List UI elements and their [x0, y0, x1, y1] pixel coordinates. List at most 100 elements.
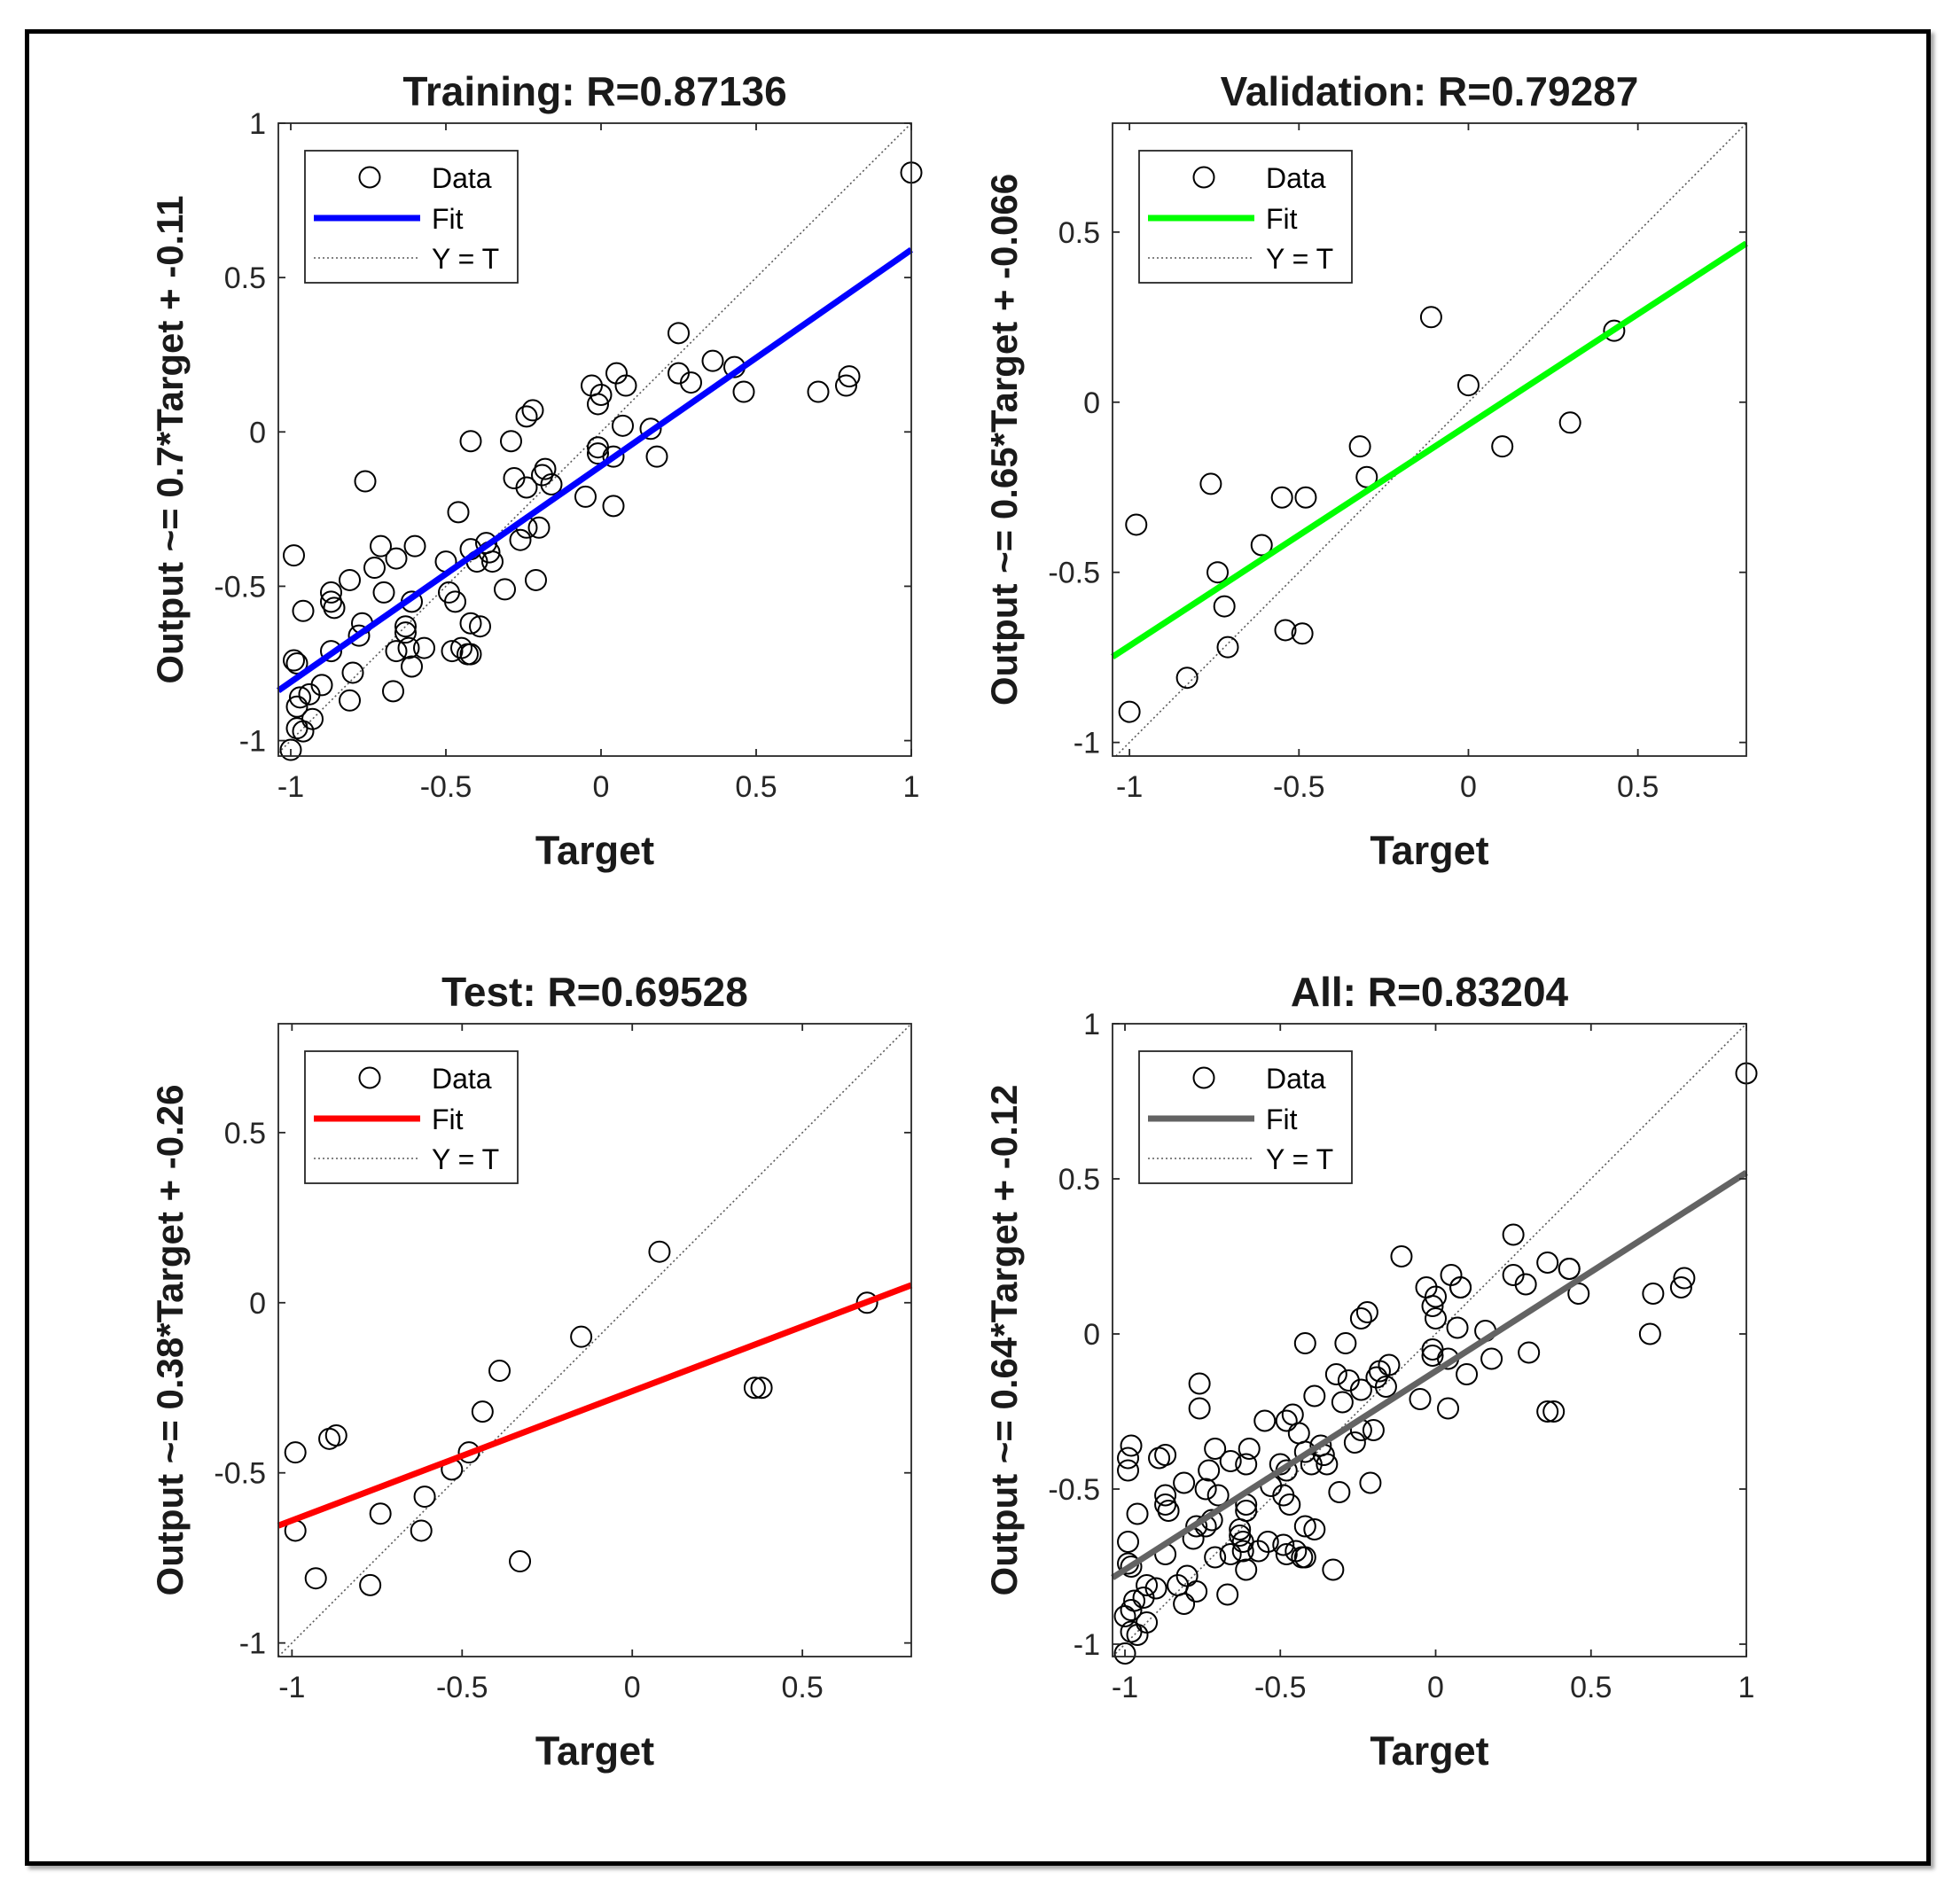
identity-line — [277, 1023, 912, 1657]
data-point — [1536, 1252, 1559, 1274]
data-point — [1293, 1515, 1316, 1538]
data-point — [1421, 1338, 1444, 1361]
data-point — [1238, 1438, 1261, 1460]
data-point — [359, 1573, 382, 1596]
x-axis-label: Target — [535, 1728, 654, 1774]
data-point — [471, 1400, 494, 1423]
data-point — [488, 1360, 511, 1383]
data-point — [1294, 486, 1317, 509]
data-point — [283, 544, 305, 567]
data-point — [1331, 1391, 1354, 1414]
legend-data-marker — [358, 166, 381, 189]
legend-identity-label: Y = T — [432, 243, 499, 275]
legend-identity-label: Y = T — [1266, 1143, 1333, 1175]
x-tick-label: 0 — [593, 770, 610, 804]
legend: Data Fit Y = T — [1138, 1050, 1353, 1184]
data-point — [1235, 1558, 1258, 1581]
y-tick-label: -0.5 — [1048, 1473, 1100, 1507]
data-point — [1359, 1471, 1382, 1494]
data-point — [1126, 1502, 1149, 1525]
x-axis-label: Target — [535, 828, 654, 873]
data-point — [320, 581, 342, 604]
data-point — [1272, 1533, 1295, 1556]
legend-data-label: Data — [1266, 162, 1326, 194]
data-point — [807, 380, 830, 403]
x-tick-label: -1 — [1112, 1671, 1138, 1704]
data-point — [1673, 1267, 1696, 1290]
y-tick-label: 0 — [1083, 386, 1100, 420]
y-tick-label: 0.5 — [1058, 216, 1100, 250]
legend-fit-label: Fit — [432, 203, 464, 235]
data-point — [1120, 1556, 1143, 1578]
data-point — [459, 430, 482, 453]
data-point — [1362, 1419, 1385, 1441]
data-point — [1253, 1409, 1277, 1432]
chart-title: Test: R=0.69528 — [441, 969, 748, 1015]
data-point — [1322, 1558, 1345, 1581]
data-point — [385, 547, 408, 570]
y-axis-label: Output ~= 0.65*Target + -0.066 — [983, 174, 1025, 706]
data-point — [1324, 1363, 1347, 1385]
data-point — [292, 720, 315, 743]
data-point — [509, 528, 532, 551]
x-tick-label: 0 — [624, 1671, 641, 1704]
data-point — [1278, 1493, 1301, 1516]
data-point — [382, 680, 404, 703]
data-point — [370, 534, 392, 558]
data-point — [494, 578, 516, 601]
data-point — [1185, 1580, 1208, 1603]
legend-fit-label: Fit — [432, 1103, 464, 1135]
data-point — [1409, 1388, 1432, 1410]
data-point — [1120, 1434, 1143, 1457]
data-point — [1235, 1453, 1258, 1476]
x-tick-label: -0.5 — [1273, 770, 1325, 804]
y-axis-label: Output ~= 0.7*Target + -0.11 — [149, 195, 191, 683]
x-axis-label: Target — [1370, 828, 1488, 873]
data-point — [1287, 1422, 1310, 1445]
data-point — [1316, 1453, 1339, 1476]
axes-box — [277, 122, 912, 757]
y-tick-label: 0.5 — [224, 1117, 266, 1150]
data-point — [525, 568, 547, 591]
fit-line — [276, 246, 914, 694]
data-point — [1213, 595, 1236, 618]
data-points — [1118, 306, 1626, 723]
data-point — [1603, 319, 1626, 342]
data-point — [648, 1240, 671, 1263]
data-point — [639, 417, 662, 441]
data-point — [459, 612, 482, 635]
legend-data-marker — [358, 1066, 381, 1089]
data-point — [1355, 465, 1378, 488]
data-point — [587, 442, 609, 465]
data-point — [447, 501, 470, 524]
data-point — [441, 640, 464, 663]
legend-data-marker — [1192, 1066, 1215, 1089]
y-tick-label: -1 — [239, 725, 266, 759]
data-point — [1334, 1332, 1357, 1354]
data-point — [602, 495, 625, 518]
data-point — [1117, 1447, 1140, 1470]
x-tick-label: 0.5 — [735, 770, 777, 804]
data-point — [1437, 1397, 1460, 1420]
data-point — [1638, 1322, 1661, 1345]
data-point — [1343, 1431, 1366, 1454]
x-tick-label: 0 — [1460, 770, 1477, 804]
data-point — [1204, 1546, 1227, 1569]
data-point — [732, 380, 755, 403]
data-point — [645, 445, 668, 468]
data-point — [298, 682, 321, 706]
data-point — [1425, 1307, 1448, 1330]
data-point — [1355, 1301, 1378, 1323]
y-tick-label: 0.5 — [1058, 1163, 1100, 1197]
legend-identity-label: Y = T — [1266, 243, 1333, 275]
data-point — [347, 624, 371, 647]
y-tick-label: -0.5 — [214, 1457, 266, 1491]
data-point — [289, 686, 311, 709]
data-point — [1558, 1258, 1581, 1280]
data-point — [527, 516, 551, 539]
data-point — [1275, 1409, 1298, 1432]
data-point — [1518, 1341, 1541, 1364]
data-point — [1558, 411, 1581, 434]
x-tick-label: -1 — [278, 1671, 305, 1704]
data-point — [385, 640, 408, 663]
